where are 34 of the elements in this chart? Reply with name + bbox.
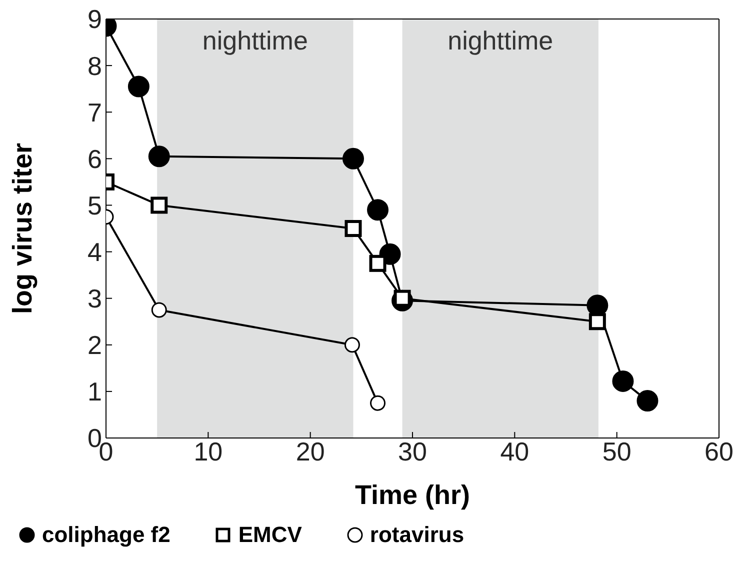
x-axis-title: Time (hr) bbox=[354, 480, 470, 510]
point bbox=[150, 196, 168, 214]
point bbox=[367, 199, 389, 221]
y-axis-title: log virus titer bbox=[8, 142, 38, 314]
point bbox=[151, 302, 167, 318]
y-tick-label: 2 bbox=[88, 330, 102, 360]
y-tick-label: 9 bbox=[88, 4, 102, 34]
point bbox=[612, 370, 634, 392]
point bbox=[344, 337, 360, 353]
point bbox=[148, 146, 170, 168]
x-tick-label: 40 bbox=[500, 436, 530, 466]
band-label: nighttime bbox=[202, 25, 308, 56]
y-tick-label: 7 bbox=[88, 97, 102, 128]
point bbox=[588, 313, 606, 330]
point bbox=[342, 148, 364, 170]
y-tick-label: 5 bbox=[88, 190, 102, 220]
x-tick-label: 50 bbox=[602, 436, 632, 466]
y-tick-label: 6 bbox=[88, 144, 102, 174]
point bbox=[636, 390, 658, 412]
y-tick-label: 8 bbox=[88, 50, 102, 81]
band-label: nighttime bbox=[448, 25, 554, 56]
point bbox=[369, 254, 386, 272]
point bbox=[128, 76, 150, 98]
x-tick-label: 20 bbox=[296, 436, 325, 466]
x-tick-label: 30 bbox=[398, 436, 427, 466]
y-tick-label: 3 bbox=[88, 284, 102, 314]
legend-label: EMCV bbox=[237, 522, 302, 548]
point bbox=[344, 220, 362, 237]
legend-label: coliphage f2 bbox=[41, 522, 170, 548]
x-tick-label: 10 bbox=[194, 436, 223, 466]
x-tick-label: 60 bbox=[704, 436, 734, 466]
legend-label: rotavirus bbox=[368, 522, 464, 548]
y-tick-label: 1 bbox=[88, 376, 102, 407]
y-tick-label: 4 bbox=[88, 237, 102, 268]
